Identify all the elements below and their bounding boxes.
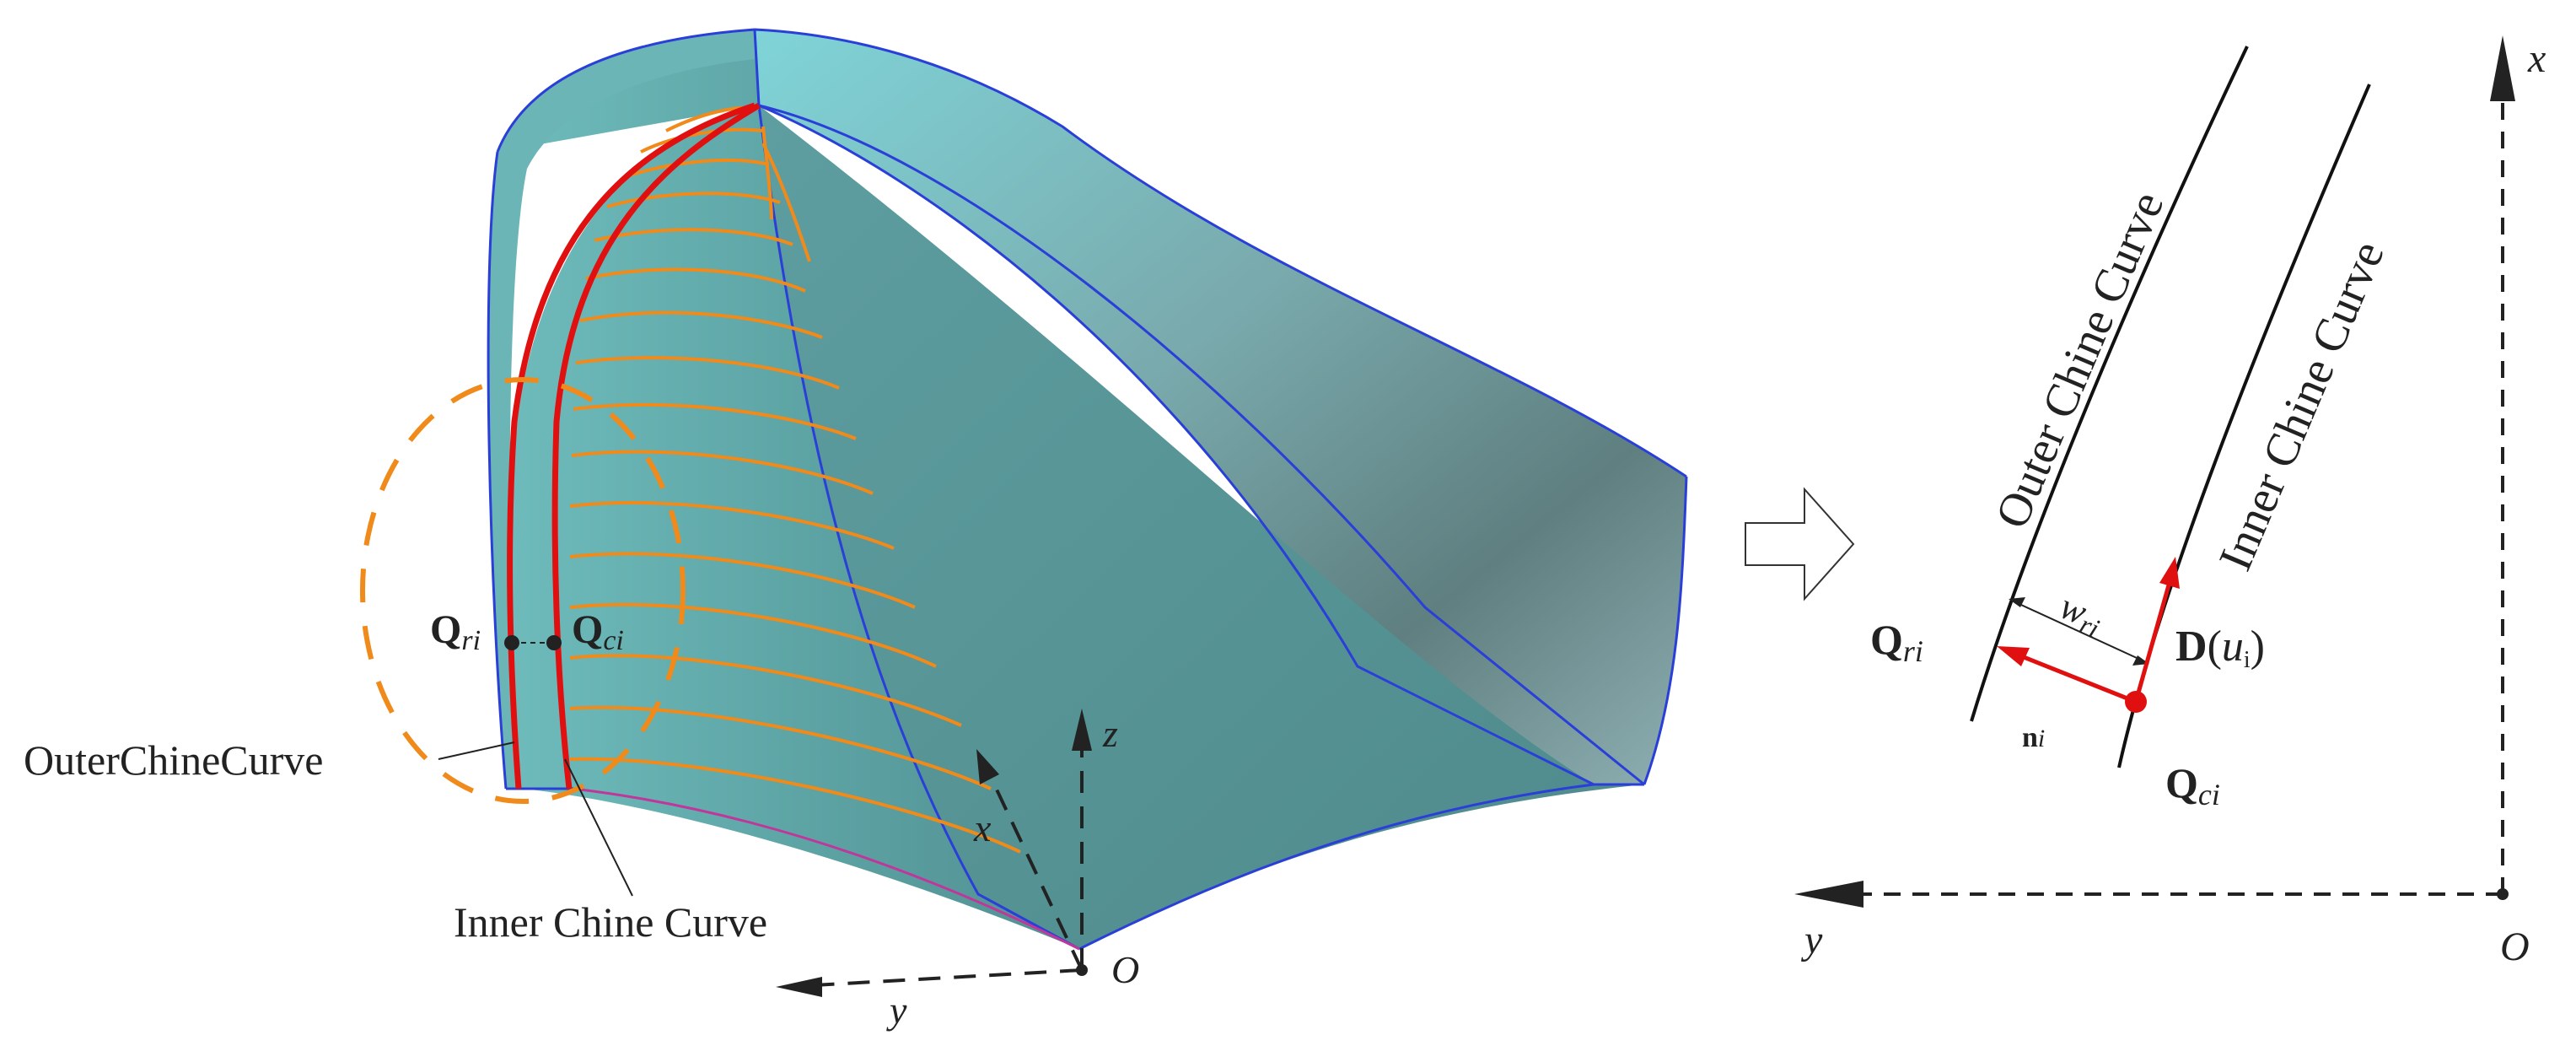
d-label: D(ui) [2175, 623, 2265, 673]
inner-chine-curve-3d [551, 102, 761, 790]
right-q-ri-main: Q [1870, 616, 1903, 663]
hull-side-surface [497, 30, 1079, 949]
right-axis-y-label: y [1800, 918, 1823, 962]
q-ci-point-2d [2125, 691, 2147, 713]
q-ci-point [546, 635, 562, 650]
left-axes [783, 717, 1084, 989]
chine-detail-view: Outer Chine Curve Inner Chine Curve Qri … [1794, 35, 2546, 969]
outer-chine-curve-2d [1970, 46, 2249, 722]
n-vector [2019, 653, 2137, 704]
left-x-arrowhead [976, 749, 999, 784]
right-q-ci-sub: ci [2198, 778, 2220, 811]
left-q-ri-label: Qri [430, 607, 481, 656]
d-close: ) [2251, 623, 2265, 671]
section-lines [569, 105, 1021, 854]
transition-arrow-icon [1745, 487, 1855, 601]
inner-chine-leader [564, 758, 633, 897]
width-arrow-left [2009, 597, 2025, 607]
left-origin-label: O [1111, 948, 1139, 991]
right-q-ci-main: Q [2165, 759, 2198, 806]
q-ri-point [504, 635, 519, 650]
left-z-arrowhead [1072, 709, 1092, 751]
detail-ellipse [360, 377, 686, 804]
d-main: D [2175, 623, 2208, 671]
right-q-ci-label: Qci [2165, 759, 2220, 811]
hull-3d-view: Qri Qci OuterChineCurve Inner Chine Curv… [24, 28, 1688, 1032]
right-origin-point [2497, 888, 2509, 900]
right-origin-label: O [2500, 925, 2530, 969]
right-x-arrowhead [2490, 35, 2515, 101]
left-axis-z-label: z [1102, 712, 1118, 755]
width-dimension [2011, 600, 2147, 663]
left-q-ci-sub: ci [603, 625, 624, 656]
d-var: u [2222, 623, 2244, 671]
left-q-ri-main: Q [430, 607, 461, 652]
left-y-arrowhead [776, 977, 822, 997]
n-vector-arrowhead [1997, 646, 2030, 666]
left-outer-chine-label: OuterChineCurve [24, 736, 323, 784]
n-main: n [2022, 722, 2038, 753]
right-outer-chine-label: Outer Chine Curve [1986, 185, 2175, 536]
right-y-arrowhead [1794, 881, 1863, 908]
hull-bottom-surface [759, 105, 1644, 949]
right-axis-x-label: x [2527, 36, 2546, 81]
left-q-ci-main: Q [572, 607, 603, 652]
left-origin-point [1076, 964, 1088, 976]
right-q-ri-label: Qri [1870, 616, 1923, 668]
width-label: wri [2052, 585, 2109, 644]
left-inner-chine-label: Inner Chine Curve [454, 898, 767, 946]
outer-chine-leader [438, 741, 515, 760]
left-axis-x-label: x [973, 806, 992, 849]
right-q-ri-sub: ri [1903, 634, 1923, 668]
d-open: ( [2208, 623, 2222, 671]
hull-top-surface [755, 30, 1686, 784]
outer-chine-curve-3d [507, 102, 756, 790]
hull-keel-edge [573, 787, 1080, 951]
section-guides [761, 126, 811, 262]
n-sub: i [2038, 725, 2045, 752]
left-q-ri-sub: ri [461, 625, 481, 656]
d-sub: i [2244, 647, 2251, 673]
d-vector-arrowhead [2159, 557, 2180, 589]
left-q-ci-label: Qci [572, 607, 624, 656]
d-vector [2133, 581, 2172, 703]
left-axis-y-label: y [886, 989, 907, 1032]
n-label: ni [2022, 722, 2045, 753]
